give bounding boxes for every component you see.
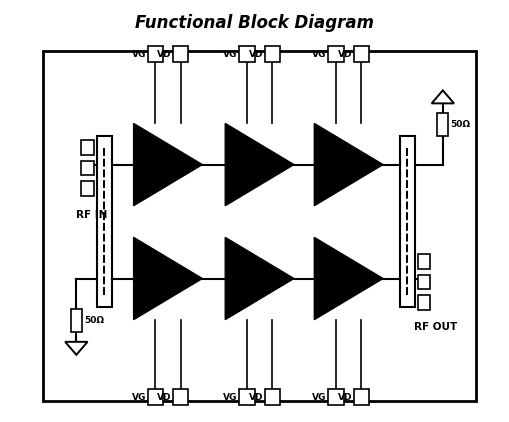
Text: VG: VG [223, 50, 238, 59]
Polygon shape [133, 237, 203, 320]
Text: VG: VG [223, 392, 238, 402]
Text: VD: VD [157, 392, 172, 402]
Bar [81, 140, 94, 155]
Text: 50Ω: 50Ω [84, 316, 104, 325]
Text: Functional Block Diagram: Functional Block Diagram [135, 14, 374, 32]
Polygon shape [432, 90, 454, 103]
Text: VG: VG [132, 50, 146, 59]
Polygon shape [225, 237, 294, 320]
Bar [417, 274, 431, 289]
Text: VG: VG [132, 392, 146, 402]
Bar [81, 160, 94, 175]
Bar [328, 389, 344, 405]
Bar [328, 46, 344, 62]
Text: VD: VD [157, 50, 172, 59]
Text: VG: VG [313, 392, 327, 402]
Bar [239, 389, 254, 405]
Text: VD: VD [249, 50, 263, 59]
Bar [417, 295, 431, 310]
Bar [354, 46, 369, 62]
Bar [148, 46, 163, 62]
Bar [417, 254, 431, 269]
Bar [265, 46, 280, 62]
Bar [265, 389, 280, 405]
Bar [239, 46, 254, 62]
Bar [173, 389, 188, 405]
Polygon shape [225, 123, 294, 206]
Bar [148, 389, 163, 405]
Bar [354, 389, 369, 405]
Bar [71, 309, 82, 333]
Polygon shape [133, 123, 203, 206]
Text: VD: VD [338, 392, 352, 402]
Text: 50Ω: 50Ω [450, 120, 470, 129]
Polygon shape [314, 123, 383, 206]
Text: RF OUT: RF OUT [414, 322, 457, 332]
Bar [400, 136, 415, 307]
Polygon shape [65, 342, 88, 355]
Text: RF IN: RF IN [76, 210, 107, 220]
Bar [43, 51, 476, 401]
Bar [97, 136, 112, 307]
Text: VD: VD [249, 392, 263, 402]
Bar [173, 46, 188, 62]
Text: VG: VG [313, 50, 327, 59]
Bar [81, 181, 94, 195]
Polygon shape [314, 237, 383, 320]
Text: VD: VD [338, 50, 352, 59]
Bar [437, 113, 448, 136]
